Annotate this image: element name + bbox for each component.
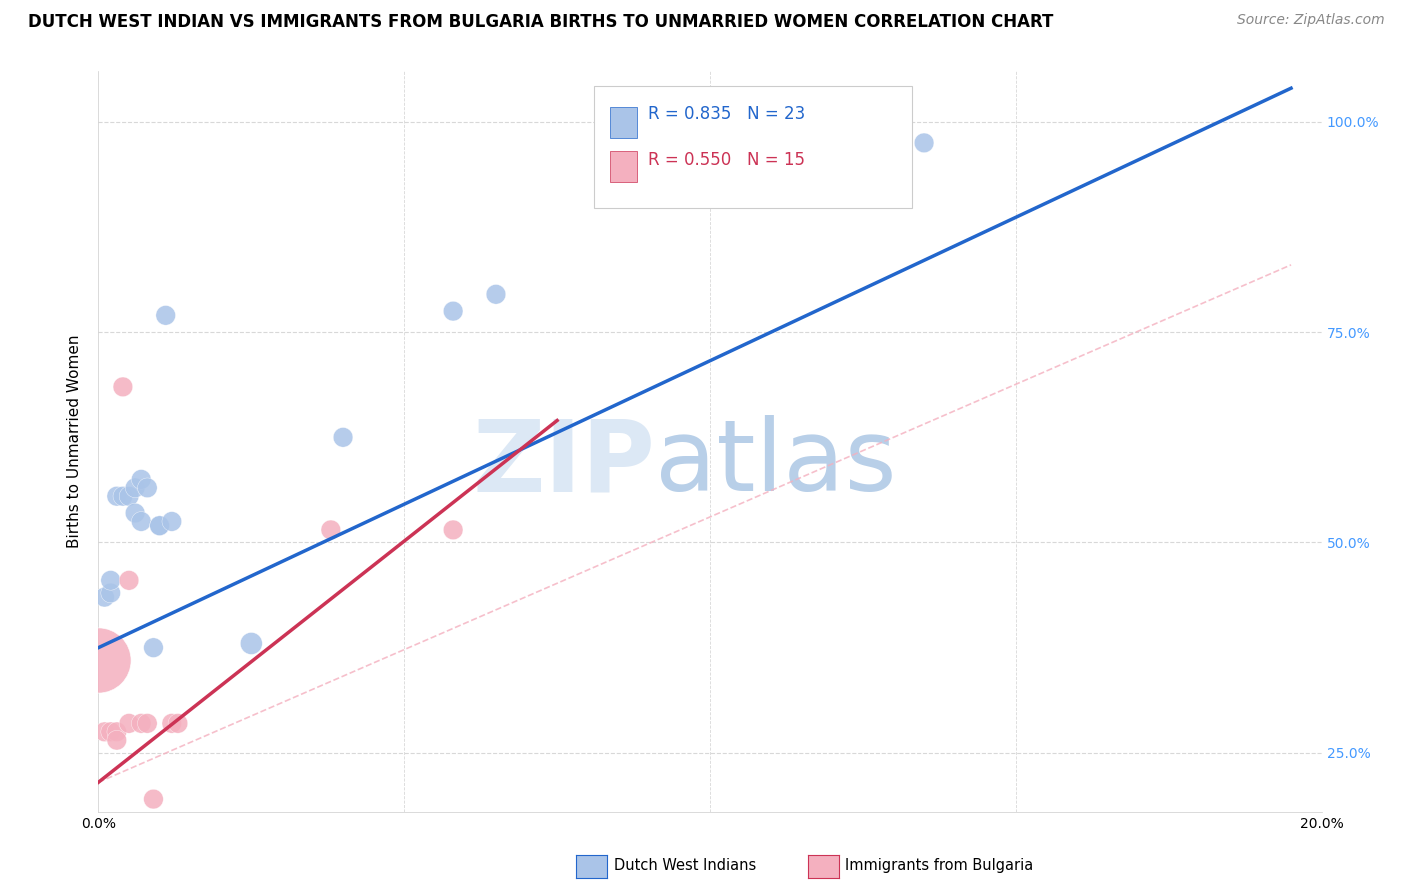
Point <box>100 586 122 600</box>
Point <box>111 489 134 503</box>
Point <box>332 430 354 444</box>
Point <box>105 724 128 739</box>
Point <box>124 481 146 495</box>
Point <box>100 724 122 739</box>
Text: Dutch West Indians: Dutch West Indians <box>614 858 756 872</box>
Point <box>118 716 141 731</box>
Y-axis label: Births to Unmarried Women: Births to Unmarried Women <box>67 334 83 549</box>
Point <box>100 574 122 588</box>
Point <box>149 518 172 533</box>
Text: ZIP: ZIP <box>472 416 655 512</box>
Point <box>759 145 782 159</box>
Text: R = 0.550   N = 15: R = 0.550 N = 15 <box>648 152 804 169</box>
FancyBboxPatch shape <box>610 152 637 183</box>
Text: atlas: atlas <box>655 416 897 512</box>
Point <box>93 590 115 604</box>
Point <box>912 136 935 150</box>
Point <box>441 523 464 537</box>
FancyBboxPatch shape <box>593 87 912 209</box>
Point <box>136 481 159 495</box>
Point <box>240 636 263 650</box>
Point <box>441 304 464 318</box>
Point <box>87 653 110 667</box>
Text: DUTCH WEST INDIAN VS IMMIGRANTS FROM BULGARIA BIRTHS TO UNMARRIED WOMEN CORRELAT: DUTCH WEST INDIAN VS IMMIGRANTS FROM BUL… <box>28 13 1053 31</box>
Point <box>118 574 141 588</box>
Text: Immigrants from Bulgaria: Immigrants from Bulgaria <box>845 858 1033 872</box>
Point <box>142 792 165 806</box>
Point <box>485 287 508 301</box>
Text: R = 0.835   N = 23: R = 0.835 N = 23 <box>648 104 804 122</box>
Point <box>129 716 152 731</box>
Point <box>142 640 165 655</box>
Point <box>105 489 128 503</box>
Point <box>129 515 152 529</box>
FancyBboxPatch shape <box>610 107 637 138</box>
Point <box>149 518 172 533</box>
Text: Source: ZipAtlas.com: Source: ZipAtlas.com <box>1237 13 1385 28</box>
Point <box>129 472 152 486</box>
Point <box>118 489 141 503</box>
Point <box>319 523 342 537</box>
Point <box>155 309 177 323</box>
Point <box>160 515 183 529</box>
Point <box>790 136 813 150</box>
Point <box>167 716 190 731</box>
Point <box>93 724 115 739</box>
Point <box>136 716 159 731</box>
Point <box>111 380 134 394</box>
Point <box>124 506 146 520</box>
Point <box>160 716 183 731</box>
Point <box>105 733 128 747</box>
